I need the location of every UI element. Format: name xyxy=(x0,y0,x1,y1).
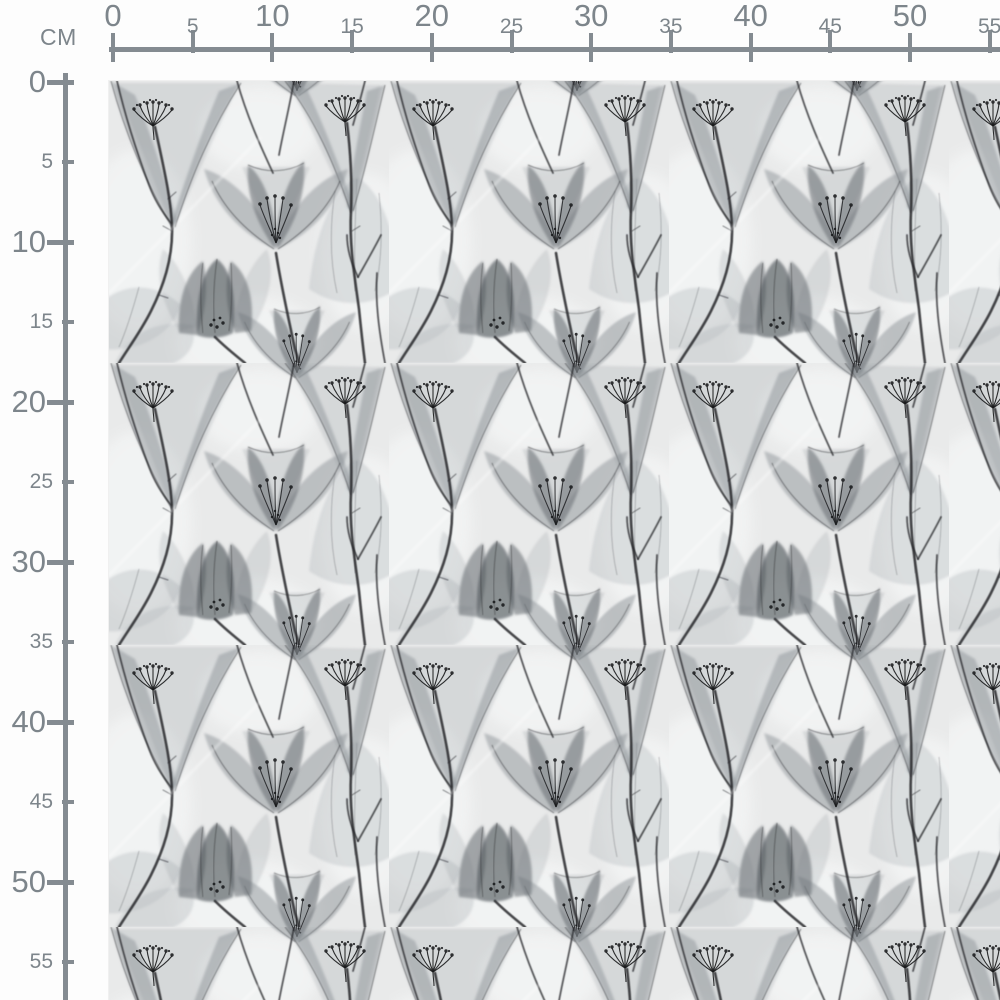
v-ruler-tick xyxy=(47,880,74,885)
fabric-pattern-swatch xyxy=(108,80,1000,1000)
h-ruler-tick xyxy=(270,33,275,62)
v-ruler-tick xyxy=(47,80,74,85)
v-ruler-tick-label: 25 xyxy=(29,470,53,493)
v-ruler-tick-label: 5 xyxy=(41,150,53,173)
v-ruler-tick-label: 10 xyxy=(11,224,46,259)
h-ruler-tick-label: 45 xyxy=(818,15,842,38)
h-ruler-tick-label: 30 xyxy=(573,0,609,33)
h-ruler-tick xyxy=(429,33,434,62)
h-ruler-tick-label: 50 xyxy=(892,0,928,33)
v-ruler-tick xyxy=(47,400,74,405)
h-ruler-tick-label: 0 xyxy=(104,0,122,33)
ruler-unit-label: CM xyxy=(40,24,77,50)
h-ruler-tick-label: 55 xyxy=(978,15,1000,38)
vertical-ruler: 0 5 10 15 20 25 30 35 40 45 50 55 xyxy=(0,0,110,1000)
v-ruler-tick xyxy=(62,480,74,484)
v-ruler-tick-label: 40 xyxy=(11,704,46,739)
v-ruler-tick-label: 50 xyxy=(11,864,46,899)
pattern-fill-area xyxy=(109,81,1000,1000)
h-ruler-tick xyxy=(987,30,992,53)
horizontal-ruler-line xyxy=(109,47,1000,52)
xray-floral-pattern-image xyxy=(109,81,1000,1000)
v-ruler-tick-label: 35 xyxy=(29,630,53,653)
h-ruler-tick xyxy=(589,33,594,62)
v-ruler-tick xyxy=(62,640,74,644)
v-ruler-tick-label: 0 xyxy=(28,64,46,99)
h-ruler-tick xyxy=(748,33,753,62)
v-ruler-tick-label: 30 xyxy=(11,544,46,579)
h-ruler-tick xyxy=(190,30,195,53)
h-ruler-tick xyxy=(350,30,355,53)
v-ruler-tick xyxy=(47,720,74,725)
h-ruler-tick xyxy=(509,30,514,53)
h-ruler-tick-label: 15 xyxy=(340,15,364,38)
v-ruler-tick-label: 45 xyxy=(29,790,53,813)
vertical-ruler-line xyxy=(63,73,68,1000)
h-ruler-tick-label: 40 xyxy=(733,0,768,33)
h-ruler-tick-label: 10 xyxy=(255,0,290,33)
h-ruler-tick xyxy=(111,33,115,62)
h-ruler-tick xyxy=(828,30,833,53)
v-ruler-tick-label: 55 xyxy=(29,950,53,973)
h-ruler-tick-label: 35 xyxy=(659,15,683,38)
v-ruler-tick xyxy=(47,240,74,245)
horizontal-ruler: 0 5 10 15 20 25 30 35 40 45 50 55 xyxy=(0,0,1000,70)
v-ruler-tick xyxy=(62,160,74,164)
v-ruler-tick xyxy=(47,560,74,565)
h-ruler-tick-label: 25 xyxy=(499,15,524,38)
v-ruler-tick xyxy=(62,960,74,964)
v-ruler-tick-label: 15 xyxy=(29,310,53,333)
h-ruler-tick xyxy=(668,30,673,53)
v-ruler-tick-label: 20 xyxy=(11,384,46,419)
v-ruler-tick xyxy=(62,800,74,804)
h-ruler-tick-label: 20 xyxy=(414,0,450,33)
h-ruler-tick xyxy=(908,33,912,62)
h-ruler-tick-label: 5 xyxy=(186,15,199,38)
v-ruler-tick xyxy=(62,320,74,324)
